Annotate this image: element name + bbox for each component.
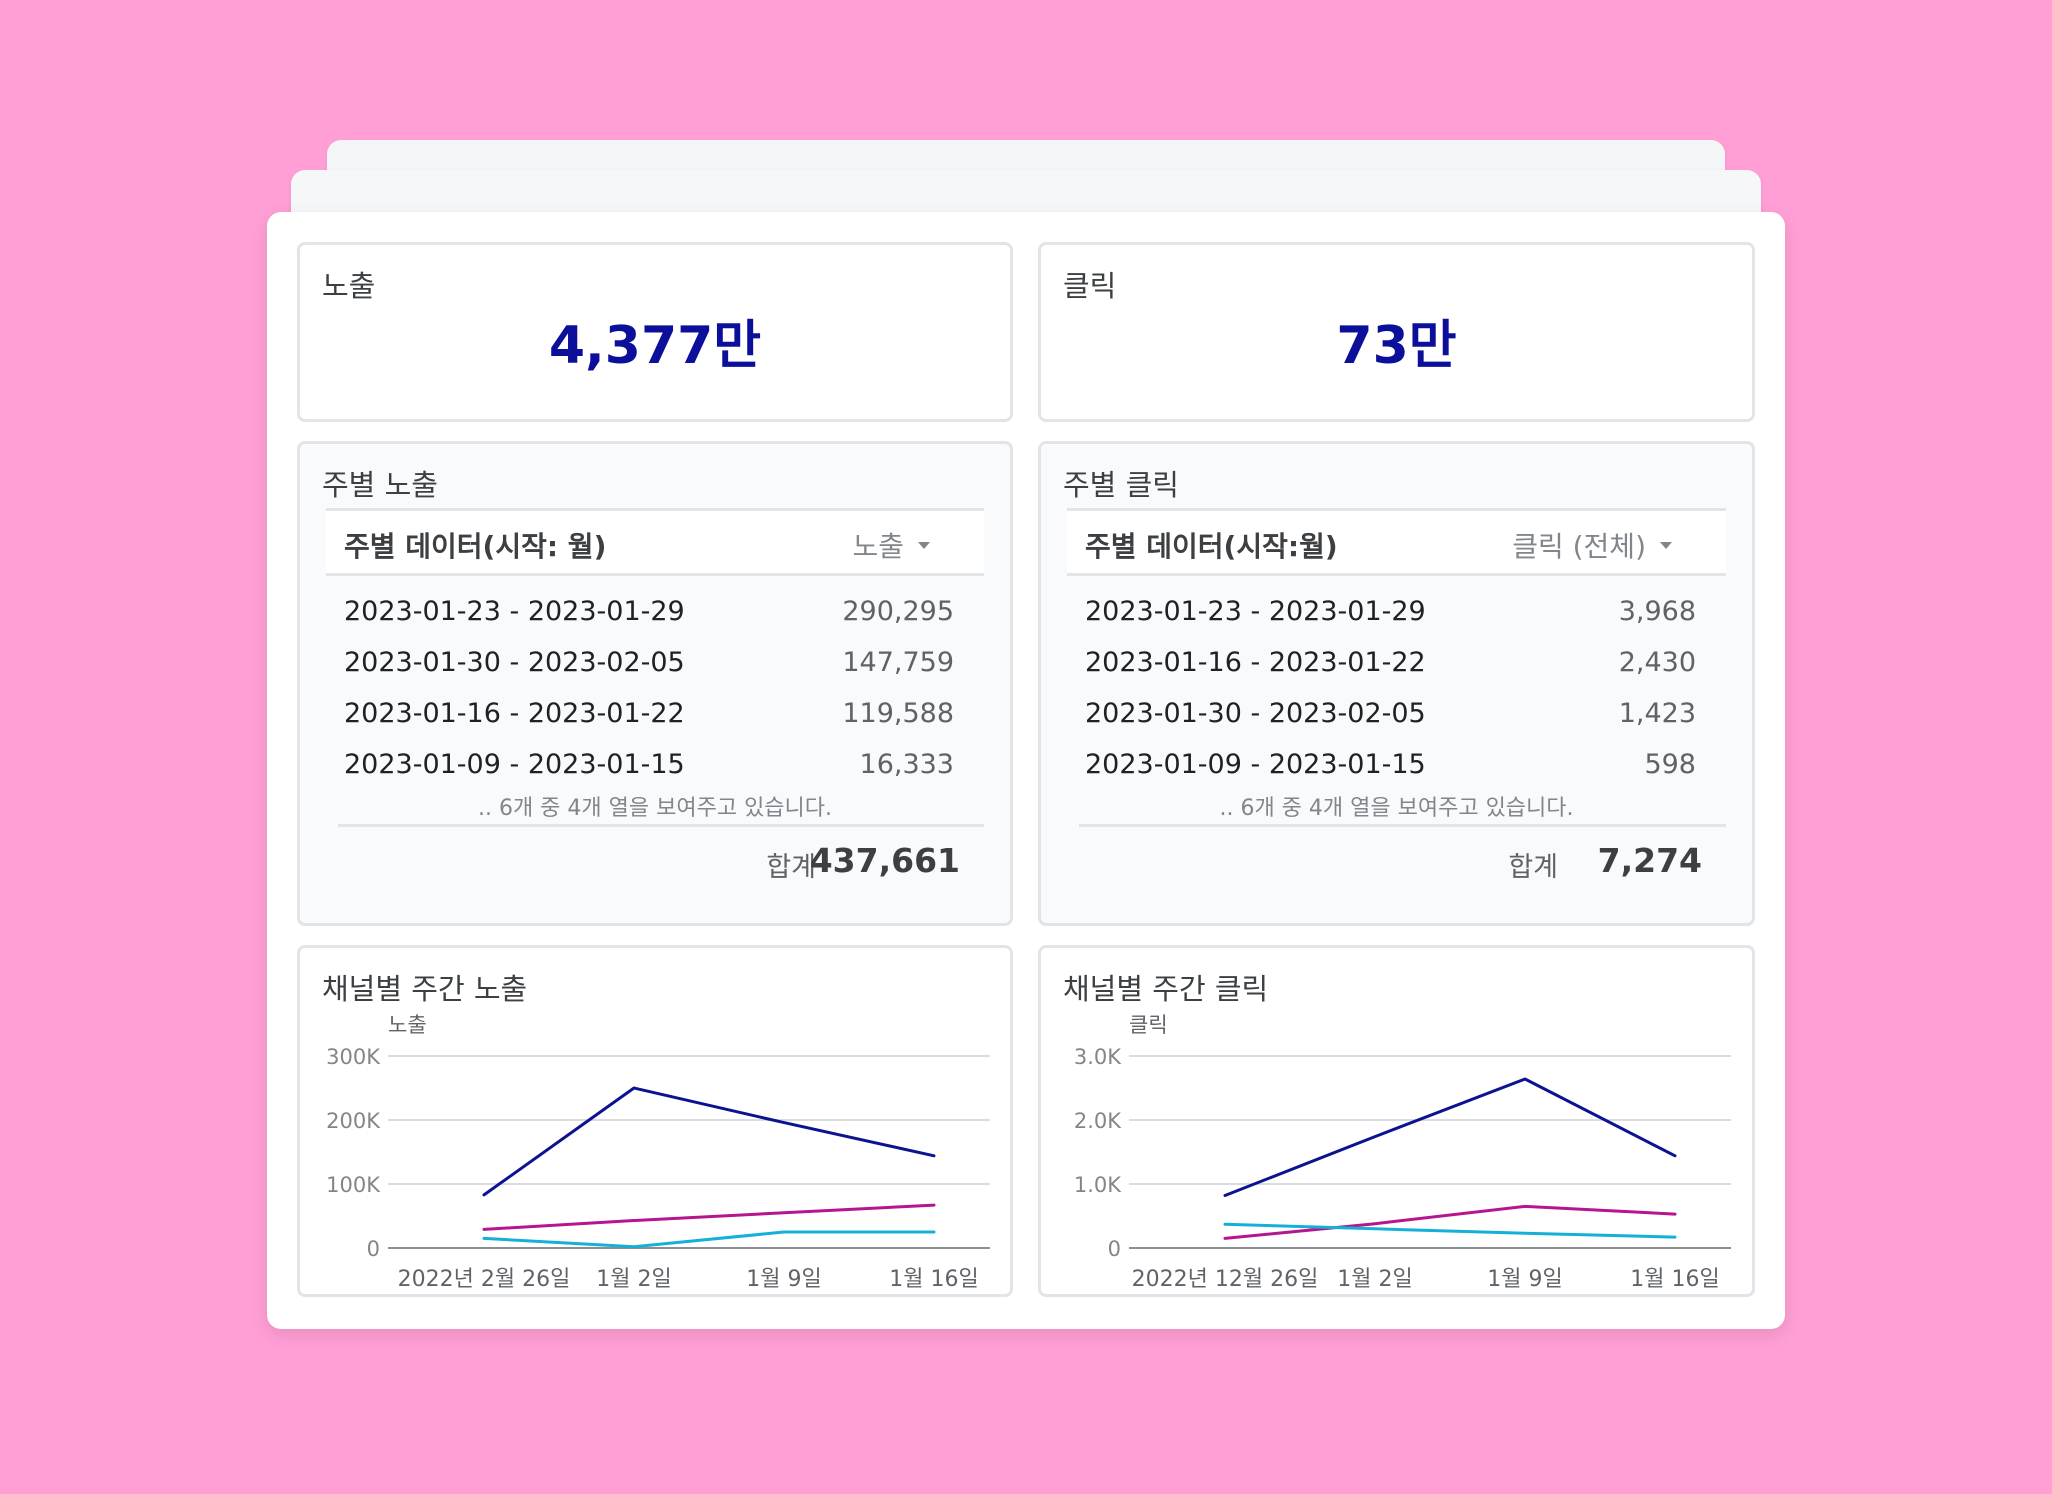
table-total: 합계 437,661 xyxy=(326,827,984,887)
sort-descending-icon[interactable] xyxy=(918,542,930,549)
weekly-clicks-chart-card: 채널별 주간 클릭 클릭 3.0K 2.0K 1.0K 0 2022년 12월 26일 1월… xyxy=(1038,945,1755,1297)
x-tick-label: 1월 2일 xyxy=(596,1267,671,1292)
chart-title: 채널별 주간 클릭 xyxy=(1063,972,1269,1006)
x-tick-label: 1월 16일 xyxy=(1630,1267,1719,1292)
cell-value: 16,333 xyxy=(859,749,954,780)
x-tick-label: 1월 9일 xyxy=(746,1267,821,1292)
y-tick-label: 0 xyxy=(367,1237,380,1261)
weekly-clicks-table-card: 주별 클릭 주별 데이터(시작:월) 클릭 (전체) 2023-01-23 - … xyxy=(1038,441,1755,926)
weekly-impressions-table-card: 주별 노출 주별 데이터(시작: 월) 노출 2023-01-23 - 2023… xyxy=(297,441,1013,926)
y-tick-label: 1.0K xyxy=(1074,1173,1122,1197)
table-row: 2023-01-16 - 2023-01-22 2,430 xyxy=(1067,635,1726,686)
column-header-metric[interactable]: 클릭 (전체) xyxy=(1512,530,1646,563)
y-tick-label: 100K xyxy=(326,1173,381,1197)
rows-shown-note: .. 6개 중 4개 열을 보여주고 있습니다. xyxy=(1219,796,1574,821)
table-row: 2023-01-30 - 2023-02-05 1,423 xyxy=(1067,686,1726,737)
x-tick-label: 2022년 2월 26일 xyxy=(398,1267,571,1292)
cell-week: 2023-01-16 - 2023-01-22 xyxy=(1085,647,1426,678)
y-tick-label: 200K xyxy=(326,1109,381,1133)
cell-week: 2023-01-09 - 2023-01-15 xyxy=(344,749,685,780)
table-title: 주별 노출 xyxy=(322,468,438,502)
cell-week: 2023-01-16 - 2023-01-22 xyxy=(344,698,685,729)
cell-value: 290,295 xyxy=(842,596,954,627)
table-row: 2023-01-23 - 2023-01-29 3,968 xyxy=(1067,584,1726,635)
y-axis-label: 노출 xyxy=(388,1013,427,1037)
series-line-2 xyxy=(482,1203,936,1231)
table-row: 2023-01-30 - 2023-02-05 147,759 xyxy=(326,635,984,686)
y-tick-label: 300K xyxy=(326,1045,381,1069)
kpi-title: 클릭 xyxy=(1063,269,1117,303)
divider xyxy=(338,824,984,827)
sort-descending-icon[interactable] xyxy=(1660,542,1672,549)
weekly-impressions-chart-card: 채널별 주간 노출 노출 300K 200K 100K 0 2022년 2월 26일 1월 … xyxy=(297,945,1013,1297)
cell-value: 3,968 xyxy=(1618,596,1696,627)
data-table: 주별 데이터(시작: 월) 노출 2023-01-23 - 2023-01-29… xyxy=(326,508,984,887)
cell-week: 2023-01-30 - 2023-02-05 xyxy=(344,647,685,678)
column-header-week[interactable]: 주별 데이터(시작:월) xyxy=(1085,530,1338,563)
table-total: 합계 7,274 xyxy=(1067,827,1726,887)
series-line-3 xyxy=(1223,1222,1677,1239)
divider xyxy=(1079,824,1726,827)
series-line-3 xyxy=(482,1230,936,1249)
cell-week: 2023-01-09 - 2023-01-15 xyxy=(1085,749,1426,780)
cell-week: 2023-01-23 - 2023-01-29 xyxy=(1085,596,1426,627)
y-tick-label: 2.0K xyxy=(1074,1109,1122,1133)
kpi-value: 73만 xyxy=(1336,316,1457,376)
cell-week: 2023-01-23 - 2023-01-29 xyxy=(344,596,685,627)
column-header-week[interactable]: 주별 데이터(시작: 월) xyxy=(344,530,607,563)
x-tick-label: 2022년 12월 26일 xyxy=(1132,1267,1319,1292)
total-label: 합계 xyxy=(1508,852,1558,883)
table-header: 주별 데이터(시작:월) 클릭 (전체) xyxy=(1067,508,1726,576)
cell-value: 1,423 xyxy=(1618,698,1696,729)
cell-value: 598 xyxy=(1644,749,1696,780)
x-tick-label: 1월 9일 xyxy=(1487,1267,1562,1292)
cell-value: 119,588 xyxy=(842,698,954,729)
series-line-1 xyxy=(482,1086,936,1197)
cell-value: 2,430 xyxy=(1618,647,1696,678)
column-header-metric[interactable]: 노출 xyxy=(852,530,904,563)
chart-title: 채널별 주간 노출 xyxy=(322,972,528,1006)
kpi-card-impressions: 노출 4,377만 xyxy=(297,242,1013,422)
line-chart: 클릭 3.0K 2.0K 1.0K 0 2022년 12월 26일 1월 2일 1월 9일 1월… xyxy=(1074,1013,1731,1292)
kpi-value: 4,377만 xyxy=(548,316,762,376)
x-tick-label: 1월 2일 xyxy=(1337,1267,1412,1292)
kpi-card-clicks: 클릭 73만 xyxy=(1038,242,1755,422)
series-line-2 xyxy=(1223,1204,1677,1240)
y-axis-label: 클릭 xyxy=(1129,1013,1168,1037)
table-row: 2023-01-16 - 2023-01-22 119,588 xyxy=(326,686,984,737)
total-value: 437,661 xyxy=(809,841,960,880)
total-label: 합계 xyxy=(766,852,816,883)
total-value: 7,274 xyxy=(1597,841,1702,880)
y-tick-label: 0 xyxy=(1108,1237,1121,1261)
table-row: 2023-01-09 - 2023-01-15 16,333 xyxy=(326,737,984,788)
dashboard-panel: 노출 4,377만 클릭 73만 주별 노출 주별 데이터(시작: 월) 노출 … xyxy=(267,212,1785,1329)
series-line-1 xyxy=(1223,1077,1677,1197)
y-tick-label: 3.0K xyxy=(1074,1045,1122,1069)
table-header: 주별 데이터(시작: 월) 노출 xyxy=(326,508,984,576)
x-tick-label: 1월 16일 xyxy=(889,1267,978,1292)
cell-week: 2023-01-30 - 2023-02-05 xyxy=(1085,698,1426,729)
data-table: 주별 데이터(시작:월) 클릭 (전체) 2023-01-23 - 2023-0… xyxy=(1067,508,1726,887)
rows-shown-note: .. 6개 중 4개 열을 보여주고 있습니다. xyxy=(477,796,833,821)
kpi-title: 노출 xyxy=(322,269,376,303)
table-row: 2023-01-09 - 2023-01-15 598 xyxy=(1067,737,1726,788)
table-row: 2023-01-23 - 2023-01-29 290,295 xyxy=(326,584,984,635)
table-title: 주별 클릭 xyxy=(1063,468,1179,502)
line-chart: 노출 300K 200K 100K 0 2022년 2월 26일 1월 2일 1월 9일 1월 … xyxy=(326,1013,990,1292)
cell-value: 147,759 xyxy=(842,647,954,678)
